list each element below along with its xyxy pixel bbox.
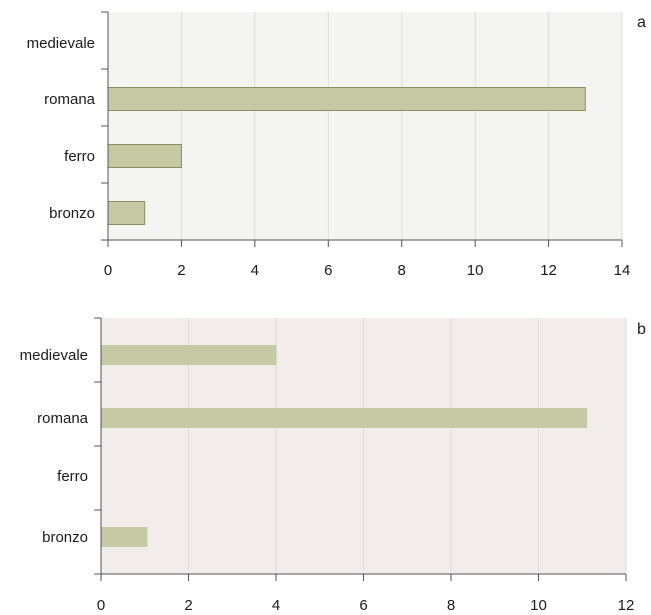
x-tick-label: 2 [177, 262, 185, 279]
x-tick-label: 8 [398, 262, 406, 279]
x-tick-label: 12 [540, 262, 557, 279]
bar-bronzo [100, 527, 148, 547]
category-label-bronzo: bronzo [49, 205, 95, 222]
x-tick-label: 0 [97, 597, 105, 614]
category-label-romana: romana [44, 91, 96, 108]
x-tick-label: 4 [251, 262, 259, 279]
plot-background [108, 12, 622, 240]
x-tick-label: 8 [447, 597, 455, 614]
category-label-ferro: ferro [64, 148, 95, 165]
category-label-medievale: medievale [20, 347, 88, 364]
x-tick-label: 10 [467, 262, 484, 279]
x-tick-label: 2 [184, 597, 192, 614]
panel-label: a [637, 14, 646, 31]
bar-ferro [107, 144, 182, 168]
chart-panel-b: medievale romana ferro bronzo 0 2 4 6 8 10 12 b [20, 317, 646, 614]
bar-medievale [100, 345, 277, 365]
panel-label: b [637, 321, 646, 338]
bar-romana [100, 408, 588, 428]
x-tick-label: 14 [614, 262, 631, 279]
category-label-romana: romana [37, 410, 89, 427]
bar-bronzo [107, 201, 146, 225]
x-tick-label: 12 [618, 597, 635, 614]
x-tick-label: 0 [104, 262, 112, 279]
chart-panel-a: medievale romana ferro bronzo 0 2 4 6 8 10 12 14 a [27, 11, 646, 279]
bar-romana [107, 87, 586, 111]
category-label-ferro: ferro [57, 468, 88, 485]
x-tick-label: 10 [530, 597, 547, 614]
category-label-medievale: medievale [27, 35, 95, 52]
category-label-bronzo: bronzo [42, 529, 88, 546]
x-tick-label: 6 [359, 597, 367, 614]
x-tick-label: 6 [324, 262, 332, 279]
x-tick-label: 4 [272, 597, 280, 614]
